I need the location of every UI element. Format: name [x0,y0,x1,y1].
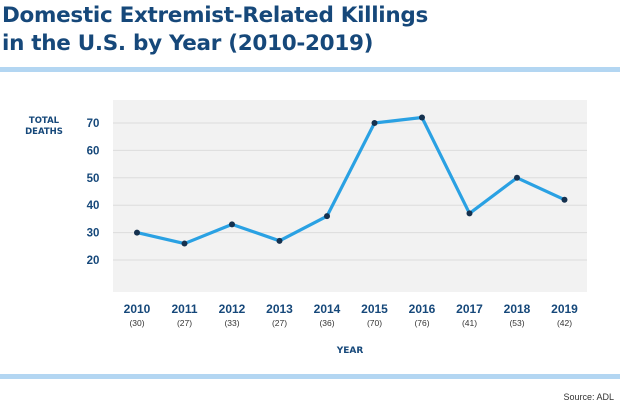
x-tick-label: 2015 [361,302,388,316]
data-point-2019 [561,196,568,203]
y-axis-label-line-1: TOTAL [29,116,60,126]
x-tick-label: 2013 [266,302,293,316]
x-axis-label: YEAR [336,346,364,356]
x-tick-label: 2016 [409,302,436,316]
x-tick-label: 2012 [219,302,246,316]
y-tick-label: 30 [87,228,100,240]
x-tick-count-label: (76) [414,318,429,328]
x-tick-label: 2014 [314,302,341,316]
y-tick-label: 70 [87,118,100,130]
data-point-2015 [371,120,378,126]
y-axis-label-line-2: DEATHS [25,127,63,137]
data-point-2013 [276,237,283,244]
source-note: Source: ADL [563,392,614,402]
title-line-2: in the U.S. by Year (2010-2019) [2,31,374,56]
top-divider-band [0,67,620,72]
data-point-2011 [181,240,188,247]
x-tick-count-label: (53) [509,318,524,328]
y-tick-label: 60 [87,145,100,157]
y-tick-label: 40 [87,200,100,212]
x-tick-label: 2018 [504,302,531,316]
x-tick-count-label: (30) [129,318,144,328]
x-tick-labels: 2010 (30) 2011 (27) 2012 (33) 2013 (27) 2014 (36)… [124,302,579,328]
x-tick-count-label: (27) [177,318,192,328]
data-point-2017 [466,210,473,217]
x-tick-count-label: (41) [462,318,477,328]
x-tick-count-label: (36) [319,318,334,328]
x-tick-label: 2017 [456,302,483,316]
x-tick-label: 2019 [551,302,578,316]
x-tick-label: 2011 [171,302,197,316]
plot-area [113,100,587,292]
y-tick-label: 50 [87,173,100,185]
data-point-2018 [514,174,520,181]
y-tick-label: 20 [87,255,100,267]
data-series [134,114,568,247]
x-tick-count-label: (27) [272,318,287,328]
x-tick-count-label: (33) [224,318,239,328]
title-line-1: Domestic Extremist-Related Killings [2,3,428,28]
data-point-2016 [419,114,425,121]
x-tick-label: 2010 [124,302,151,316]
data-point-2010 [134,229,140,236]
series-line [136,115,566,246]
y-tick-labels: 20 30 40 50 60 70 [87,118,100,267]
data-point-2012 [229,221,235,228]
bottom-divider-band [0,374,620,379]
grid-lines [113,122,587,261]
chart-title: Domestic Extremist-Related Killings in t… [2,2,602,58]
x-tick-count-label: (42) [557,318,572,328]
data-point-2014 [324,213,330,220]
x-tick-count-label: (70) [367,318,382,328]
